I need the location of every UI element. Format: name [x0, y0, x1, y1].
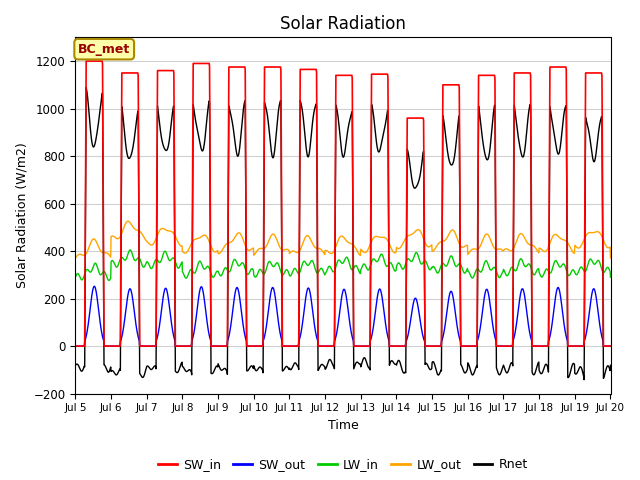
X-axis label: Time: Time — [328, 419, 358, 432]
Line: LW_out: LW_out — [76, 221, 611, 258]
LW_in — [126, 247, 134, 253]
Rnet — [190, 107, 198, 113]
SW_out — [190, 330, 198, 336]
LW_in — [72, 274, 79, 280]
SW_in — [513, 70, 521, 76]
Line: SW_in: SW_in — [76, 61, 611, 346]
LW_out — [282, 247, 289, 252]
Rnet — [607, 362, 614, 368]
Line: LW_in: LW_in — [76, 250, 611, 280]
LW_in — [607, 274, 614, 280]
LW_out — [190, 237, 198, 243]
SW_in — [190, 60, 198, 66]
SW_out — [72, 343, 79, 349]
LW_in — [560, 261, 568, 267]
Line: SW_out: SW_out — [76, 286, 611, 346]
SW_out — [90, 283, 98, 289]
SW_in — [295, 340, 303, 346]
LW_in — [426, 267, 433, 273]
LW_out — [559, 237, 567, 242]
SW_out — [513, 315, 521, 321]
LW_out — [124, 218, 132, 224]
Rnet — [83, 84, 90, 90]
Legend: SW_in, SW_out, LW_in, LW_out, Rnet: SW_in, SW_out, LW_in, LW_out, Rnet — [153, 453, 533, 476]
Text: BC_met: BC_met — [78, 43, 131, 56]
Rnet — [295, 367, 303, 372]
SW_in — [83, 58, 90, 64]
Y-axis label: Solar Radiation (W/m2): Solar Radiation (W/m2) — [15, 143, 28, 288]
SW_in — [426, 343, 433, 349]
SW_out — [282, 343, 289, 349]
Rnet — [580, 377, 588, 383]
LW_in — [282, 267, 290, 273]
Rnet — [513, 127, 521, 132]
Title: Solar Radiation: Solar Radiation — [280, 15, 406, 33]
SW_out — [426, 343, 433, 349]
LW_out — [426, 244, 433, 250]
SW_in — [72, 343, 79, 349]
LW_in — [191, 270, 198, 276]
LW_in — [295, 271, 303, 276]
SW_out — [295, 338, 303, 344]
LW_out — [607, 255, 614, 261]
LW_in — [105, 277, 113, 283]
Line: Rnet: Rnet — [76, 87, 611, 380]
LW_out — [513, 236, 521, 242]
SW_out — [607, 343, 614, 349]
LW_out — [295, 249, 303, 255]
SW_in — [559, 64, 567, 70]
Rnet — [426, 366, 433, 372]
Rnet — [72, 362, 79, 368]
LW_in — [514, 264, 522, 270]
Rnet — [282, 364, 289, 370]
Rnet — [559, 116, 567, 122]
SW_in — [607, 343, 614, 349]
SW_out — [559, 315, 567, 321]
LW_out — [72, 255, 79, 261]
SW_in — [282, 343, 289, 349]
